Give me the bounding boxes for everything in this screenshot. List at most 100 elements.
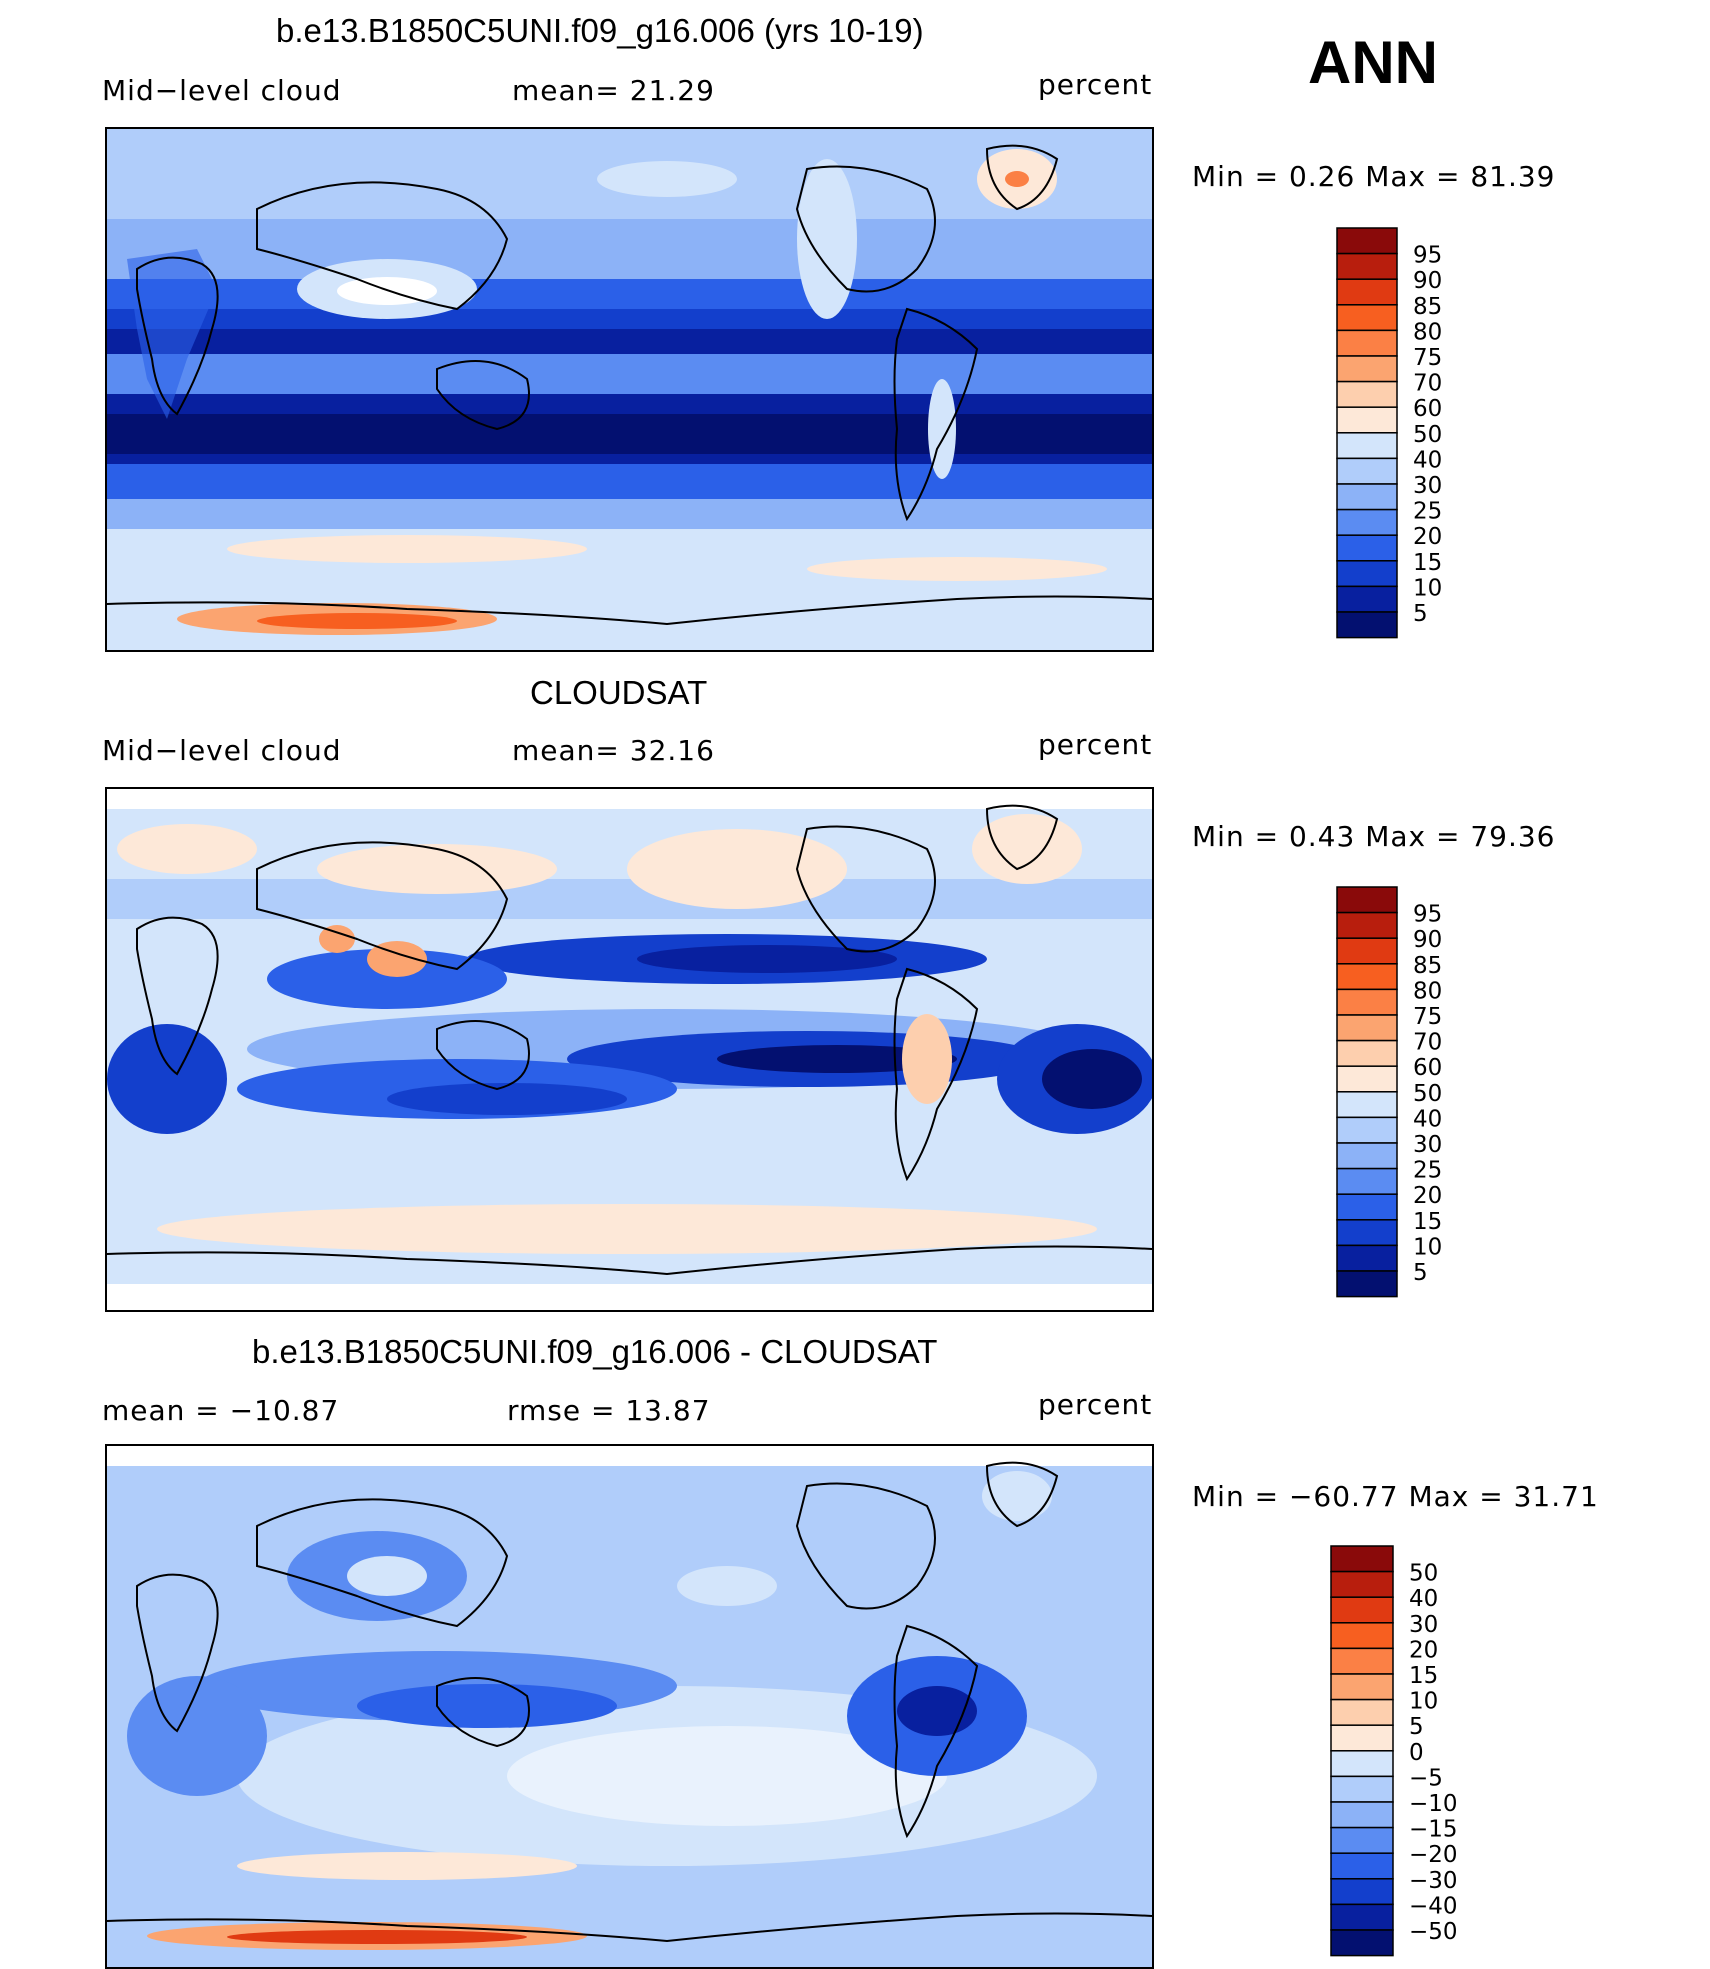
colorbar-swatch (1330, 1903, 1394, 1931)
colorbar-tick-label: 95 (1413, 902, 1442, 928)
colorbar-swatch (1330, 1750, 1394, 1778)
colorbar-tick-label: 80 (1413, 319, 1442, 345)
colorbar-tick-label: 90 (1413, 927, 1442, 953)
panel-3-rmse-label: rmse = 13.87 (507, 1394, 711, 1427)
panel-1-minmax: Min = 0.26 Max = 81.39 (1192, 160, 1556, 193)
colorbar-tick-label: 15 (1413, 1209, 1442, 1235)
colorbar-tick-label: 70 (1413, 1030, 1442, 1056)
colorbar-swatch (1336, 1167, 1398, 1195)
colorbar-tick-label: −10 (1409, 1791, 1458, 1817)
colorbar-tick-label: 0 (1409, 1740, 1424, 1766)
colorbar-tick-label: 30 (1409, 1612, 1438, 1638)
colorbar-tick-label: 90 (1413, 268, 1442, 294)
colorbar-tick-label: 5 (1409, 1714, 1424, 1740)
colorbar-tick-label: −40 (1409, 1893, 1458, 1919)
colorbar-tick-label: 20 (1413, 524, 1442, 550)
colorbar-swatch (1336, 380, 1398, 408)
colorbar-swatch (1336, 432, 1398, 460)
colorbar-tick-label: 40 (1409, 1586, 1438, 1612)
colorbar-swatch (1330, 1826, 1394, 1854)
colorbar-swatch (1330, 1698, 1394, 1726)
colorbar-swatch (1330, 1878, 1394, 1906)
colorbar-observation: 95 90 85 80 75 70 60 50 40 30 25 20 15 10 5 (1335, 885, 1465, 1310)
colorbar-swatch (1330, 1724, 1394, 1752)
colorbar-swatch (1336, 534, 1398, 562)
colorbar-tick-label: 85 (1413, 294, 1442, 320)
colorbar-swatch (1330, 1801, 1394, 1829)
colorbar-tick-label: 15 (1413, 550, 1442, 576)
season-label: ANN (1308, 29, 1438, 96)
colorbar-tick-label: 80 (1413, 978, 1442, 1004)
map-difference-field (107, 1446, 1152, 1967)
colorbar-tick-label: 60 (1413, 1055, 1442, 1081)
map-panel-observation (105, 787, 1154, 1312)
colorbar-swatch (1336, 406, 1398, 434)
colorbar-swatch (1336, 1116, 1398, 1144)
colorbar-tick-label: 5 (1413, 601, 1428, 627)
colorbar-tick-label: 60 (1413, 396, 1442, 422)
colorbar-swatch (1336, 227, 1398, 255)
colorbar-swatch (1336, 886, 1398, 914)
colorbar-swatch (1336, 1244, 1398, 1272)
colorbar-swatch (1336, 457, 1398, 485)
colorbar-swatch (1336, 1193, 1398, 1221)
colorbar-swatch (1330, 1647, 1394, 1675)
panel-2-mean-label: mean= 32.16 (512, 734, 715, 767)
colorbar-swatch (1336, 252, 1398, 280)
colorbar-swatch (1336, 508, 1398, 536)
colorbar-tick-label: 25 (1413, 1158, 1442, 1184)
colorbar-swatch (1336, 1091, 1398, 1119)
colorbar-swatch (1330, 1929, 1394, 1957)
colorbar-tick-label: 40 (1413, 1106, 1442, 1132)
colorbar-swatch (1336, 1142, 1398, 1170)
map-panel-difference (105, 1444, 1154, 1969)
colorbar-swatch (1330, 1596, 1394, 1624)
colorbar-swatch (1336, 937, 1398, 965)
colorbar-swatch (1336, 304, 1398, 332)
colorbar-swatch (1330, 1570, 1394, 1598)
colorbar-tick-label: −50 (1409, 1919, 1458, 1945)
colorbar-tick-label: 50 (1413, 1081, 1442, 1107)
panel-2-units-label: percent (1038, 728, 1153, 761)
panel-1-mean-label: mean= 21.29 (512, 74, 715, 107)
colorbar-swatch (1330, 1673, 1394, 1701)
colorbar-tick-label: 50 (1409, 1561, 1438, 1587)
colorbar-tick-label: 70 (1413, 371, 1442, 397)
colorbar-swatch (1330, 1622, 1394, 1650)
panel-2-title: CLOUDSAT (530, 674, 708, 711)
colorbar-swatch (1336, 329, 1398, 357)
colorbar-tick-label: −30 (1409, 1868, 1458, 1894)
panel-2-variable-label: Mid−level cloud (102, 734, 342, 767)
colorbar-swatch (1330, 1545, 1394, 1573)
colorbar-tick-label: 10 (1413, 575, 1442, 601)
colorbar-swatch (1330, 1852, 1394, 1880)
colorbar-tick-label: −20 (1409, 1842, 1458, 1868)
colorbar-tick-label: −15 (1409, 1817, 1458, 1843)
colorbar-swatch (1336, 355, 1398, 383)
colorbar-model: 95 90 85 80 75 70 60 50 40 30 25 20 15 10 5 (1335, 226, 1465, 651)
colorbar-tick-label: 25 (1413, 499, 1442, 525)
panel-3-units-label: percent (1038, 1388, 1153, 1421)
colorbar-difference: 50 40 30 20 15 10 5 0 −5 −10 −15 −20 −30 −40 −50 (1329, 1544, 1469, 1969)
colorbar-swatch (1336, 560, 1398, 588)
colorbar-swatch (1336, 911, 1398, 939)
panel-1-title: b.e13.B1850C5UNI.f09_g16.006 (yrs 10-19) (276, 12, 924, 49)
panel-3-minmax: Min = −60.77 Max = 31.71 (1192, 1480, 1599, 1513)
colorbar-tick-label: 20 (1413, 1183, 1442, 1209)
colorbar-swatch (1336, 1065, 1398, 1093)
colorbar-swatch (1336, 585, 1398, 613)
panel-1-units-label: percent (1038, 68, 1153, 101)
colorbar-swatch (1336, 1270, 1398, 1298)
colorbar-tick-label: 10 (1413, 1234, 1442, 1260)
colorbar-swatch (1336, 1039, 1398, 1067)
panel-3-title: b.e13.B1850C5UNI.f09_g16.006 - CLOUDSAT (252, 1333, 938, 1370)
panel-1-variable-label: Mid−level cloud (102, 74, 342, 107)
map-observation-field (107, 789, 1152, 1310)
colorbar-tick-label: 10 (1409, 1689, 1438, 1715)
colorbar-tick-label: 85 (1413, 953, 1442, 979)
colorbar-swatch (1336, 963, 1398, 991)
colorbar-tick-label: 75 (1413, 1004, 1442, 1030)
